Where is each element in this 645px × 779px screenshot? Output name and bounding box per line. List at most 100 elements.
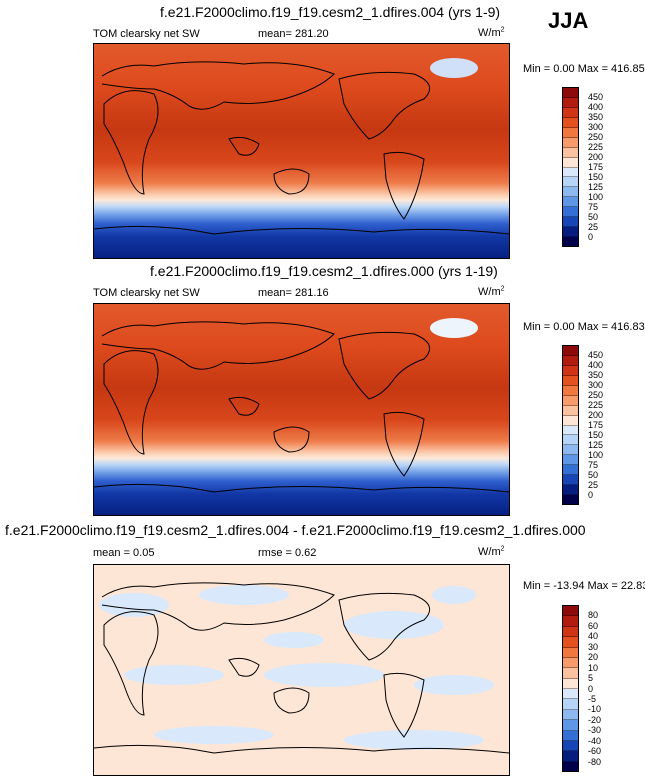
greenland-ice	[430, 58, 478, 78]
panel-2-title: f.e21.F2000climo.f19_f19.cesm2_1.dfires.…	[150, 263, 498, 279]
colorbar-tick-label: 175	[588, 420, 604, 430]
colorbar-tick-label: 300	[588, 122, 604, 132]
panel-2-map-svg	[94, 304, 509, 515]
panel-1-map	[93, 43, 510, 259]
colorbar-swatch	[563, 445, 578, 456]
colorbar-swatch	[563, 127, 578, 138]
colorbar-swatch	[563, 699, 578, 710]
colorbar-tick-label: 450	[588, 92, 604, 102]
colorbar-swatch	[563, 626, 578, 638]
colorbar-tick-label: 75	[588, 460, 599, 470]
colorbar-tick-label: 75	[588, 202, 599, 212]
colorbar-swatch	[563, 385, 578, 396]
colorbar-tick-label: 225	[588, 142, 604, 152]
colorbar-swatch	[563, 117, 578, 128]
colorbar-swatch	[563, 709, 578, 721]
colorbar-tick-label: -5	[588, 693, 597, 704]
panel-1-colorbar	[562, 87, 579, 247]
panel-3-map	[93, 564, 510, 776]
colorbar-swatch	[563, 415, 578, 426]
panel-3-minmax: Min = -13.94 Max = 22.83	[523, 580, 645, 592]
panel-3-title: f.e21.F2000climo.f19_f19.cesm2_1.dfires.…	[5, 522, 586, 538]
colorbar-tick-label: 350	[588, 370, 604, 380]
colorbar-swatch	[563, 97, 578, 108]
panel-3-units: W/m2	[478, 545, 505, 558]
colorbar-swatch	[563, 88, 578, 98]
panel-1-title: f.e21.F2000climo.f19_f19.cesm2_1.dfires.…	[160, 4, 501, 20]
panel-3-rmse-label: rmse = 0.62	[258, 547, 317, 559]
colorbar-swatch	[563, 137, 578, 148]
panel-2-units: W/m2	[478, 285, 505, 298]
greenland-ice	[430, 318, 478, 338]
colorbar-swatch	[563, 751, 578, 762]
colorbar-tick-label: 0	[588, 232, 594, 242]
colorbar-swatch	[563, 689, 578, 700]
colorbar-tick-label: 80	[588, 610, 599, 621]
colorbar-swatch	[563, 425, 578, 436]
colorbar-swatch	[563, 157, 578, 168]
colorbar-tick-label: 30	[588, 641, 599, 652]
colorbar-tick-label: -80	[588, 756, 602, 767]
colorbar-swatch	[563, 668, 578, 679]
colorbar-tick-label: 20	[588, 652, 599, 663]
colorbar-tick-label: 60	[588, 620, 599, 631]
colorbar-tick-label: 400	[588, 102, 604, 112]
colorbar-tick-label: -40	[588, 735, 602, 746]
colorbar-tick-label: 0	[588, 490, 594, 500]
colorbar-swatch	[563, 475, 578, 486]
colorbar-tick-label: 25	[588, 480, 599, 490]
colorbar-swatch	[563, 730, 578, 741]
colorbar-tick-label: 350	[588, 112, 604, 122]
colorbar-swatch	[563, 207, 578, 218]
colorbar-swatch	[563, 606, 578, 617]
panel-1-units: W/m2	[478, 26, 505, 39]
colorbar-tick-label: 450	[588, 350, 604, 360]
panel-2-colorbar	[562, 345, 579, 505]
panel-1-map-svg	[94, 44, 509, 258]
colorbar-swatch	[563, 237, 578, 246]
colorbar-swatch	[563, 495, 578, 504]
colorbar-tick-label: 150	[588, 172, 604, 182]
colorbar-tick-label: 150	[588, 430, 604, 440]
colorbar-tick-label: 50	[588, 470, 599, 480]
colorbar-tick-label: 0	[588, 683, 594, 694]
colorbar-tick-label: 250	[588, 390, 604, 400]
colorbar-swatch	[563, 375, 578, 386]
colorbar-swatch	[563, 177, 578, 188]
panel-3-map-svg	[94, 565, 509, 775]
colorbar-tick-label: 100	[588, 192, 604, 202]
colorbar-swatch	[563, 465, 578, 476]
colorbar-tick-label: 5	[588, 673, 594, 684]
colorbar-swatch	[563, 395, 578, 406]
panel-1-minmax: Min = 0.00 Max = 416.85	[523, 63, 645, 75]
colorbar-tick-label: 100	[588, 450, 604, 460]
panel-3-mean-label: mean = 0.05	[93, 547, 155, 559]
colorbar-swatch	[563, 678, 578, 689]
colorbar-tick-label: 250	[588, 132, 604, 142]
colorbar-tick-label: -60	[588, 746, 602, 757]
panel-2-minmax: Min = 0.00 Max = 416.83	[523, 321, 645, 333]
colorbar-tick-label: 125	[588, 182, 604, 192]
colorbar-tick-label: 175	[588, 162, 604, 172]
colorbar-tick-label: -30	[588, 725, 602, 736]
colorbar-swatch	[563, 405, 578, 416]
colorbar-swatch	[563, 147, 578, 158]
colorbar-swatch	[563, 761, 578, 771]
colorbar-tick-label: 10	[588, 662, 599, 673]
colorbar-swatch	[563, 647, 578, 658]
colorbar-swatch	[563, 365, 578, 376]
colorbar-tick-label: 200	[588, 410, 604, 420]
colorbar-swatch	[563, 740, 578, 752]
panel-1-mean-label: mean= 281.20	[258, 28, 329, 40]
panel-2-mean-label: mean= 281.16	[258, 287, 329, 299]
colorbar-tick-label: -20	[588, 714, 602, 725]
colorbar-swatch	[563, 227, 578, 238]
colorbar-swatch	[563, 346, 578, 356]
colorbar-swatch	[563, 187, 578, 198]
panel-2-variable-label: TOM clearsky net SW	[93, 287, 200, 299]
panel-2-map	[93, 303, 510, 516]
colorbar-swatch	[563, 435, 578, 446]
colorbar-swatch	[563, 217, 578, 228]
colorbar-tick-label: 225	[588, 400, 604, 410]
colorbar-swatch	[563, 355, 578, 366]
